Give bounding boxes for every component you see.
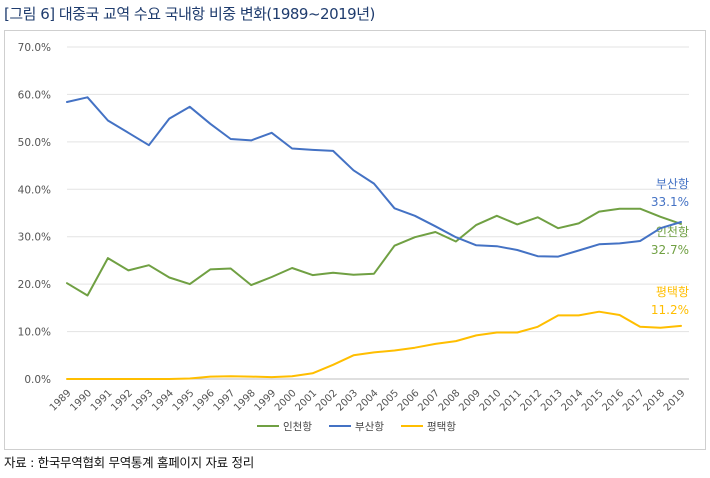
- x-tick-label: 2019: [662, 388, 688, 414]
- x-tick-label: 1992: [109, 388, 135, 414]
- x-tick-label: 2006: [396, 388, 422, 414]
- legend-label: 평택항: [427, 421, 456, 433]
- x-tick-label: 1998: [232, 388, 258, 414]
- legend-label: 부산항: [355, 421, 384, 433]
- x-tick-label: 1995: [171, 388, 197, 414]
- x-tick-label: 2017: [621, 388, 647, 414]
- x-tick-label: 2003: [334, 388, 360, 414]
- x-tick-label: 2000: [273, 388, 299, 414]
- end-label-name: 인천항: [656, 224, 689, 239]
- end-label-value: 32.7%: [651, 243, 689, 257]
- x-tick-label: 1990: [68, 388, 94, 414]
- x-tick-label: 2012: [519, 388, 545, 414]
- x-tick-label: 2001: [293, 388, 319, 414]
- y-tick-label: 50.0%: [18, 137, 51, 149]
- x-tick-label: 2004: [355, 388, 381, 414]
- x-tick-label: 2015: [580, 388, 606, 414]
- chart-frame: 0.0% 10.0% 20.0% 30.0% 40.0% 50.0% 60.0% 70.0% 1…: [4, 30, 706, 450]
- x-tick-label: 2010: [478, 388, 504, 414]
- x-tick-label: 2016: [600, 388, 626, 414]
- legend-label: 인천항: [283, 421, 312, 433]
- end-label-name: 부산항: [656, 177, 689, 191]
- x-tick-label: 1999: [253, 388, 279, 414]
- y-tick-label: 40.0%: [18, 184, 51, 196]
- end-label-value: 33.1%: [651, 195, 689, 209]
- x-tick-label: 2014: [560, 388, 586, 414]
- x-tick-label: 2007: [416, 388, 442, 414]
- end-label-value: 11.2%: [651, 303, 689, 317]
- end-label-name: 평택항: [656, 285, 689, 299]
- x-tick-label: 1996: [191, 388, 217, 414]
- x-tick-label: 2013: [539, 388, 565, 414]
- x-tick-label: 2011: [498, 388, 524, 414]
- x-tick-label: 1994: [150, 388, 176, 414]
- x-tick-label: 2005: [375, 388, 401, 414]
- x-tick-label: 2009: [457, 388, 483, 414]
- figure-title: [그림 6] 대중국 교역 수요 국내항 비중 변화(1989~2019년): [4, 5, 375, 23]
- y-tick-label: 10.0%: [18, 327, 51, 339]
- y-tick-label: 60.0%: [18, 89, 51, 101]
- y-tick-label: 20.0%: [18, 279, 51, 291]
- x-tick-label: 1991: [89, 388, 115, 414]
- x-tick-label: 1993: [130, 388, 156, 414]
- x-tick-label: 2008: [437, 388, 463, 414]
- source-note: 자료 : 한국무역협회 무역통계 홈페이지 자료 정리: [4, 455, 254, 470]
- series-line-인천항: [66, 207, 682, 297]
- y-tick-label: 70.0%: [18, 42, 51, 54]
- x-tick-label: 2018: [641, 388, 667, 414]
- line-chart: 0.0% 10.0% 20.0% 30.0% 40.0% 50.0% 60.0% 70.0% 1…: [18, 42, 689, 433]
- x-tick-label: 1989: [48, 388, 74, 414]
- y-tick-label: 30.0%: [18, 232, 51, 244]
- series-line-평택항: [66, 310, 682, 380]
- x-tick-label: 2002: [314, 388, 340, 414]
- y-tick-label: 0.0%: [24, 374, 51, 386]
- x-tick-label: 1997: [212, 388, 238, 414]
- series-line-부산항: [66, 96, 682, 258]
